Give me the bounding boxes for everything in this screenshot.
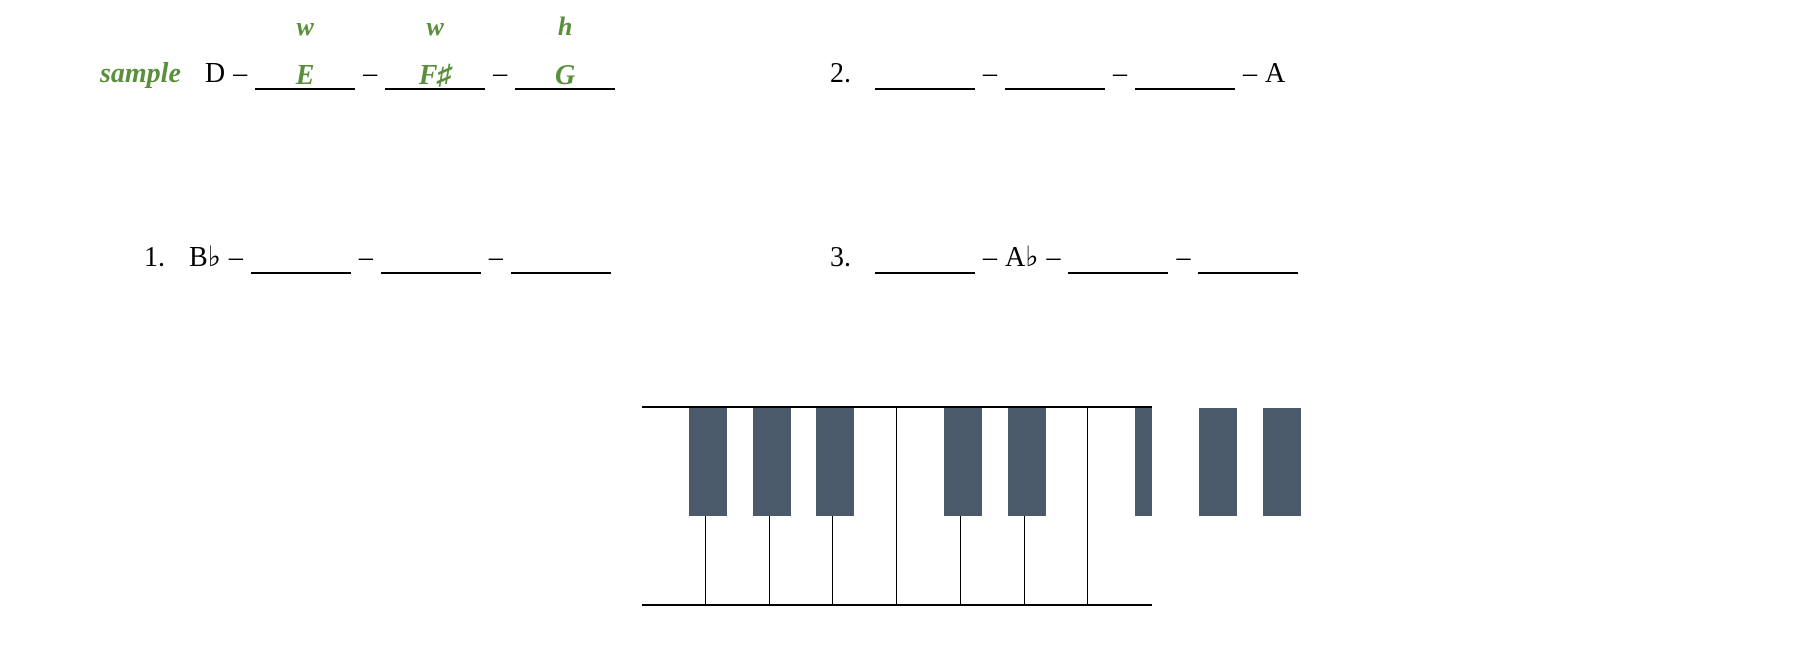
dash: – [1243,58,1257,90]
dash: – [229,242,243,274]
exercise-3-blank-2[interactable] [1068,242,1168,274]
dash: – [1176,242,1190,274]
sample-row: sample D – w E – w F♯ – h G [100,58,615,90]
black-key [816,408,854,516]
exercise-3-blank-0[interactable] [875,242,975,274]
black-key [689,408,727,516]
step-label-2: w [426,12,443,42]
piano [642,406,1152,606]
sample-note-0: D [205,58,225,90]
exercise-2-blank-0[interactable] [875,58,975,90]
exercise-1-blank-2[interactable] [381,242,481,274]
sample-answer-2: F♯ [385,60,485,92]
sample-answer-1: E [255,60,355,92]
dash: – [983,58,997,90]
black-key [1263,408,1301,516]
black-key [944,408,982,516]
dash: – [493,58,507,90]
dash: – [489,242,503,274]
sample-blank-3: h G [515,58,615,90]
sample-blank-1: w E [255,58,355,90]
exercise-1-note-0: B♭ [189,240,221,274]
dash: – [1113,58,1127,90]
black-key [1008,408,1046,516]
step-label-1: w [296,12,313,42]
exercise-3-number: 3. [830,242,851,274]
exercise-1-blank-3[interactable] [511,242,611,274]
dash: – [1046,242,1060,274]
exercise-1-blank-1[interactable] [251,242,351,274]
dash: – [363,58,377,90]
exercise-1-row: 1. B♭ – – – [144,240,611,274]
step-label-3: h [558,12,572,42]
exercise-3-note-1: A♭ [1005,240,1038,274]
black-key [1199,408,1237,516]
sample-answer-3: G [515,60,615,92]
dash: – [359,242,373,274]
piano-keyboard [642,406,1152,606]
black-key [1135,408,1152,516]
exercise-2-row: 2. – – – A [830,58,1285,90]
exercise-1-number: 1. [144,242,165,274]
exercise-3-blank-3[interactable] [1198,242,1298,274]
exercise-2-blank-2[interactable] [1135,58,1235,90]
black-key [753,408,791,516]
exercise-2-number: 2. [830,58,851,90]
dash: – [983,242,997,274]
dash: – [233,58,247,90]
sample-blank-2: w F♯ [385,58,485,90]
sample-label: sample [100,58,181,90]
exercise-3-row: 3. – A♭ – – [830,240,1298,274]
exercise-2-blank-1[interactable] [1005,58,1105,90]
exercise-2-note-3: A [1265,58,1285,90]
